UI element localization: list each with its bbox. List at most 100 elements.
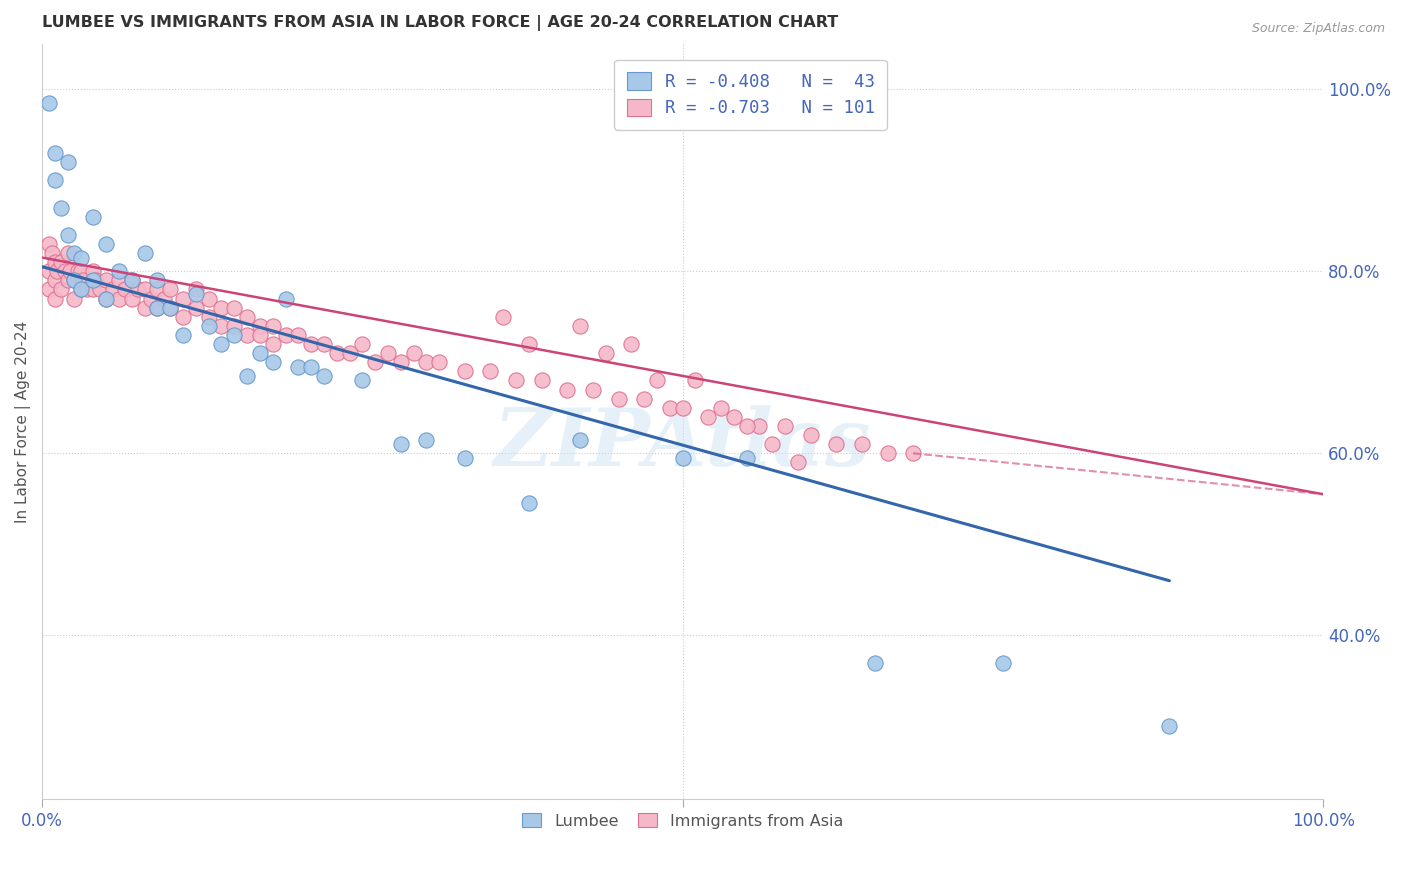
Point [249, 328, 271, 343]
Point [224, 318, 246, 333]
Point [415, 355, 437, 369]
Text: Source: ZipAtlas.com: Source: ZipAtlas.com [1251, 22, 1385, 36]
Point [146, 301, 169, 315]
Point [735, 450, 758, 465]
Point [89, 282, 111, 296]
Point [735, 419, 758, 434]
Point [352, 374, 374, 388]
Point [41, 246, 63, 260]
Point [44, 292, 66, 306]
Point [697, 409, 720, 424]
Point [402, 346, 425, 360]
Point [172, 328, 194, 343]
Point [82, 282, 104, 296]
Point [620, 337, 643, 351]
Point [197, 292, 219, 306]
Point [249, 318, 271, 333]
Point [56, 246, 79, 260]
Point [748, 419, 770, 434]
Point [352, 337, 374, 351]
Point [108, 292, 131, 306]
Point [101, 282, 124, 296]
Point [262, 355, 284, 369]
Point [454, 364, 477, 378]
Point [69, 282, 91, 296]
Point [153, 292, 176, 306]
Point [184, 301, 207, 315]
Point [389, 437, 412, 451]
Point [44, 273, 66, 287]
Point [903, 446, 925, 460]
Point [184, 287, 207, 301]
Point [211, 337, 233, 351]
Point [326, 346, 349, 360]
Point [69, 282, 91, 296]
Point [825, 437, 848, 451]
Point [991, 656, 1014, 670]
Point [377, 346, 399, 360]
Point [172, 310, 194, 324]
Point [96, 273, 118, 287]
Point [582, 383, 605, 397]
Point [184, 282, 207, 296]
Point [108, 264, 131, 278]
Text: ZIPAtlas: ZIPAtlas [494, 405, 872, 483]
Point [121, 273, 143, 287]
Point [312, 368, 335, 383]
Point [569, 433, 592, 447]
Point [56, 273, 79, 287]
Point [287, 359, 309, 374]
Point [672, 450, 695, 465]
Point [63, 292, 86, 306]
Point [63, 246, 86, 260]
Point [262, 337, 284, 351]
Point [685, 374, 707, 388]
Point [211, 318, 233, 333]
Point [108, 273, 131, 287]
Point [761, 437, 783, 451]
Point [146, 273, 169, 287]
Point [595, 346, 617, 360]
Point [66, 264, 89, 278]
Point [479, 364, 502, 378]
Point [530, 374, 553, 388]
Point [710, 401, 733, 415]
Point [389, 355, 412, 369]
Point [56, 155, 79, 169]
Point [159, 301, 181, 315]
Point [82, 264, 104, 278]
Point [121, 273, 143, 287]
Point [364, 355, 387, 369]
Point [863, 656, 886, 670]
Point [557, 383, 579, 397]
Point [69, 251, 91, 265]
Point [84, 273, 107, 287]
Point [96, 292, 118, 306]
Point [658, 401, 681, 415]
Point [127, 282, 149, 296]
Point [51, 201, 73, 215]
Point [146, 282, 169, 296]
Point [82, 210, 104, 224]
Point [299, 337, 322, 351]
Point [773, 419, 796, 434]
Point [274, 328, 297, 343]
Point [672, 401, 695, 415]
Point [723, 409, 745, 424]
Point [876, 446, 898, 460]
Point [63, 273, 86, 287]
Point [517, 337, 540, 351]
Point [38, 236, 60, 251]
Point [51, 255, 73, 269]
Point [82, 273, 104, 287]
Point [505, 374, 527, 388]
Legend: Lumbee, Immigrants from Asia: Lumbee, Immigrants from Asia [515, 805, 851, 837]
Point [262, 318, 284, 333]
Point [633, 392, 655, 406]
Point [139, 292, 162, 306]
Point [800, 428, 823, 442]
Point [851, 437, 873, 451]
Point [146, 301, 169, 315]
Point [274, 292, 297, 306]
Point [172, 292, 194, 306]
